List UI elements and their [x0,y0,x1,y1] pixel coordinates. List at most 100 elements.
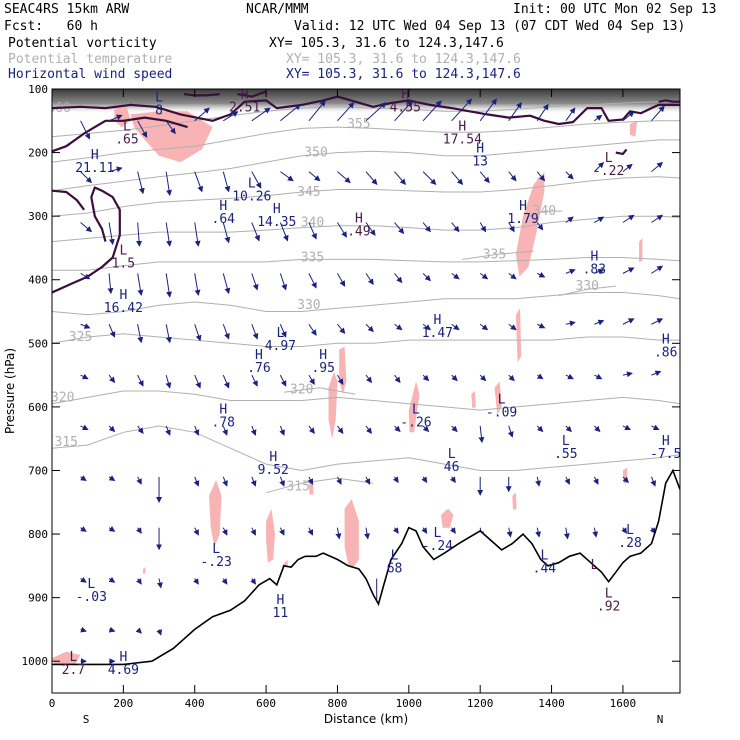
wind-vector [394,100,414,122]
wind-vector [222,374,230,389]
wind-vector [651,105,665,122]
hl-value: -.03 [76,590,107,605]
wind-vector [156,578,163,589]
field-xy-pv: XY= 105.3, 31.6 to 124.3,147.6 [269,36,504,51]
wind-vector [137,273,144,296]
wind-vector [280,103,301,122]
pv-fill-region [515,171,545,277]
wind-vector [308,222,317,240]
wind-vector [451,272,460,280]
wind-vector [622,371,633,378]
wind-vector [365,323,374,333]
wind-vector [594,161,605,173]
x-tick-label: 1400 [538,697,565,710]
wind-vector [422,374,430,382]
hl-value: .64 [212,212,236,227]
hl-value: .76 [247,361,270,376]
wind-vector [80,323,91,329]
hl-value: .28 [618,536,641,551]
wind-vector [108,222,115,246]
hl-letter: L [276,326,284,341]
wind-vector [451,171,464,186]
hl-value: 17.54 [443,132,482,147]
hl-letter: H [241,88,249,103]
hl-letter: L [123,119,131,134]
wind-vector [536,425,544,433]
wind-vector [508,272,517,280]
wind-vector [337,374,344,385]
hl-value: 1.79 [507,212,538,227]
hl-letter: L [212,542,220,557]
hl-letter: H [590,250,598,265]
wind-vector [223,111,239,122]
wind-vector [508,374,515,382]
wind-vector [479,222,487,233]
pv-fill-region [328,371,338,439]
hl-value: .78 [212,415,235,430]
wind-vector [594,268,605,275]
wind-vector [135,627,142,634]
wind-vector [537,272,546,278]
wind-vector [80,171,93,184]
x-axis-title: Distance (km) [324,712,408,726]
init-time: Init: 00 UTC Mon 02 Sep 13 [513,2,717,17]
pv-shaded-regions [52,106,643,668]
wind-vector [108,526,116,532]
wind-vector [364,527,370,540]
hl-value: 4.97 [265,339,296,354]
hl-value: 4.69 [108,663,139,678]
wind-vector [565,425,572,433]
wind-vector [222,425,228,436]
wind-vector [422,323,432,331]
wind-vector [279,324,287,338]
wind-vector [279,527,285,536]
wind-vector [337,222,347,238]
hl-value: -.23 [200,555,231,570]
wind-vector [193,476,200,487]
wind-vector [137,374,144,387]
terrain-line [52,468,680,666]
wind-vector [594,425,601,433]
isentrope-label: 345 [297,185,320,200]
wind-vector [422,222,431,233]
wind-vector [108,166,123,173]
pv-contours [52,90,680,294]
hl-letter: L [87,577,95,592]
isentrope-label: 355 [347,117,370,132]
wind-vector [479,98,497,122]
valid-time: Valid: 12 UTC Wed 04 Sep 13 (07 CDT Wed … [294,19,686,34]
pv-fill-region [440,508,454,528]
hl-letter: H [255,348,263,363]
model-title: SEAC4RS 15km ARW [4,2,130,17]
wind-vector [651,265,664,274]
hl-value: 46 [444,460,460,475]
isentrope-line [52,176,680,217]
wind-vector [622,111,635,122]
wind-vector [221,578,228,585]
wind-vector [279,273,288,291]
wind-vector [279,222,289,242]
wind-vector [80,576,87,583]
hl-value: 2.7 [62,663,85,678]
hl-value: .92 [597,600,620,615]
pv-fill-region [471,391,476,409]
isentrope-line [558,285,616,297]
hl-value: 4.55 [390,101,421,116]
wind-vector [80,373,89,380]
isentrope-label: 350 [304,146,327,161]
hl-letter: H [276,593,284,608]
y-tick-label: 700 [28,464,48,477]
hl-value: .95 [311,361,334,376]
wind-vector [250,476,257,487]
wind-vector [308,323,317,336]
hl-value: 10.26 [232,190,271,205]
wind-vector [251,107,271,122]
wind-vector [565,373,574,380]
y-tick-label: 300 [28,210,48,223]
wind-vector [336,476,342,485]
wind-vector [194,324,202,342]
isentrope-line [462,250,534,260]
theta-isentropes: 315 315 320 320 325 330 330 335 335 340 340 345 350 3… [52,101,680,494]
hl-annotations: H21.11L10.26H14.35H.64H1.79H.83H16.42L4.… [62,88,680,678]
wind-vector [592,527,599,538]
